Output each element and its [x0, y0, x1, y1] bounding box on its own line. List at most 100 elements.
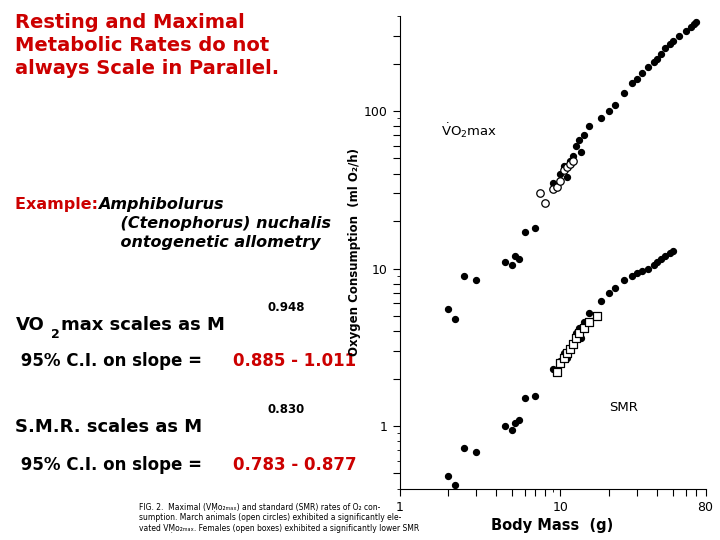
Text: max scales as M: max scales as M [61, 316, 225, 334]
Point [603, 288, 615, 297]
Point [509, 418, 521, 427]
Point [551, 183, 562, 191]
Point [578, 131, 590, 140]
Point [567, 340, 579, 349]
Text: SMR: SMR [609, 401, 638, 414]
Point [551, 368, 562, 376]
Point [570, 329, 582, 338]
Point [509, 252, 521, 260]
Point [554, 170, 566, 178]
Point [655, 50, 667, 58]
Point [667, 246, 678, 255]
Point [558, 349, 570, 357]
Text: FIG. 2.  Maximal (VṂo₂ₘₐₓ) and standard (SMR) rates of O₂ con-
sumption. March a: FIG. 2. Maximal (VṂo₂ₘₐₓ) and standard (… [139, 502, 419, 534]
Point [688, 20, 700, 29]
Point [626, 272, 638, 280]
Point [631, 269, 643, 278]
Point [458, 444, 469, 453]
Point [642, 264, 654, 273]
Point [655, 255, 667, 264]
Text: 2: 2 [51, 328, 60, 341]
Point [631, 75, 643, 83]
Point [610, 100, 621, 109]
Text: $\mathregular{\dot{V}}$O$_2$max: $\mathregular{\dot{V}}$O$_2$max [441, 122, 497, 140]
Point [573, 323, 585, 332]
Point [680, 27, 691, 36]
Point [530, 224, 541, 233]
Point [499, 258, 510, 266]
Point [652, 258, 663, 266]
Text: 95% C.I. on slope =: 95% C.I. on slope = [15, 352, 208, 370]
Point [449, 314, 460, 323]
Text: 0.885 - 1.011: 0.885 - 1.011 [233, 352, 356, 370]
Point [513, 255, 524, 264]
Point [567, 340, 579, 349]
Y-axis label: Oxygen Consumption  (ml O₂/h): Oxygen Consumption (ml O₂/h) [348, 148, 361, 356]
Point [534, 189, 546, 198]
Text: 0.830: 0.830 [268, 403, 305, 416]
Text: Resting and Maximal
Metabolic Rates do not
always Scale in Parallel.: Resting and Maximal Metabolic Rates do n… [15, 14, 279, 78]
Point [575, 334, 587, 343]
Point [567, 151, 579, 160]
Point [573, 136, 585, 145]
Point [471, 448, 482, 457]
Point [530, 392, 541, 400]
Point [583, 122, 595, 131]
Point [506, 261, 518, 269]
Point [562, 173, 573, 181]
Point [554, 177, 566, 185]
Point [578, 323, 590, 332]
Point [458, 272, 469, 280]
Point [471, 275, 482, 284]
Point [506, 425, 518, 434]
Text: 0.783 - 0.877: 0.783 - 0.877 [233, 456, 356, 474]
Point [685, 23, 697, 32]
Point [690, 17, 702, 26]
Point [610, 284, 621, 293]
Point [547, 179, 559, 187]
Point [575, 147, 587, 156]
Point [564, 160, 576, 168]
Point [442, 305, 454, 314]
Point [660, 252, 671, 260]
Text: 0.948: 0.948 [268, 301, 305, 314]
Point [674, 31, 685, 40]
Point [583, 309, 595, 318]
Point [595, 297, 607, 306]
Text: Amphibolurus
    (Ctenophorus) nuchalis
    ontogenetic allometry: Amphibolurus (Ctenophorus) nuchalis onto… [98, 197, 331, 251]
Point [554, 356, 566, 365]
Point [564, 157, 576, 166]
Point [564, 345, 576, 353]
Point [618, 275, 630, 284]
Point [648, 261, 660, 269]
Point [660, 44, 671, 53]
Point [636, 69, 647, 77]
Point [618, 89, 630, 97]
Point [664, 40, 675, 49]
Point [558, 354, 570, 362]
Point [592, 312, 603, 320]
Point [652, 55, 663, 63]
Point [554, 359, 566, 368]
Point [562, 354, 573, 362]
Point [558, 161, 570, 170]
Text: VO: VO [15, 316, 44, 334]
Point [519, 228, 531, 237]
Point [583, 318, 595, 326]
Text: Example:: Example: [15, 197, 104, 212]
Point [567, 157, 579, 166]
Point [519, 394, 531, 403]
Point [626, 79, 638, 87]
Point [564, 345, 576, 353]
Point [636, 267, 647, 275]
Text: S.M.R. scales as M: S.M.R. scales as M [15, 418, 202, 436]
Point [667, 36, 678, 45]
Point [664, 249, 675, 258]
Point [547, 185, 559, 193]
Point [642, 63, 654, 71]
Point [513, 415, 524, 424]
Point [578, 318, 590, 326]
X-axis label: Body Mass  (g): Body Mass (g) [492, 518, 613, 532]
Point [539, 199, 551, 207]
Point [648, 58, 660, 66]
